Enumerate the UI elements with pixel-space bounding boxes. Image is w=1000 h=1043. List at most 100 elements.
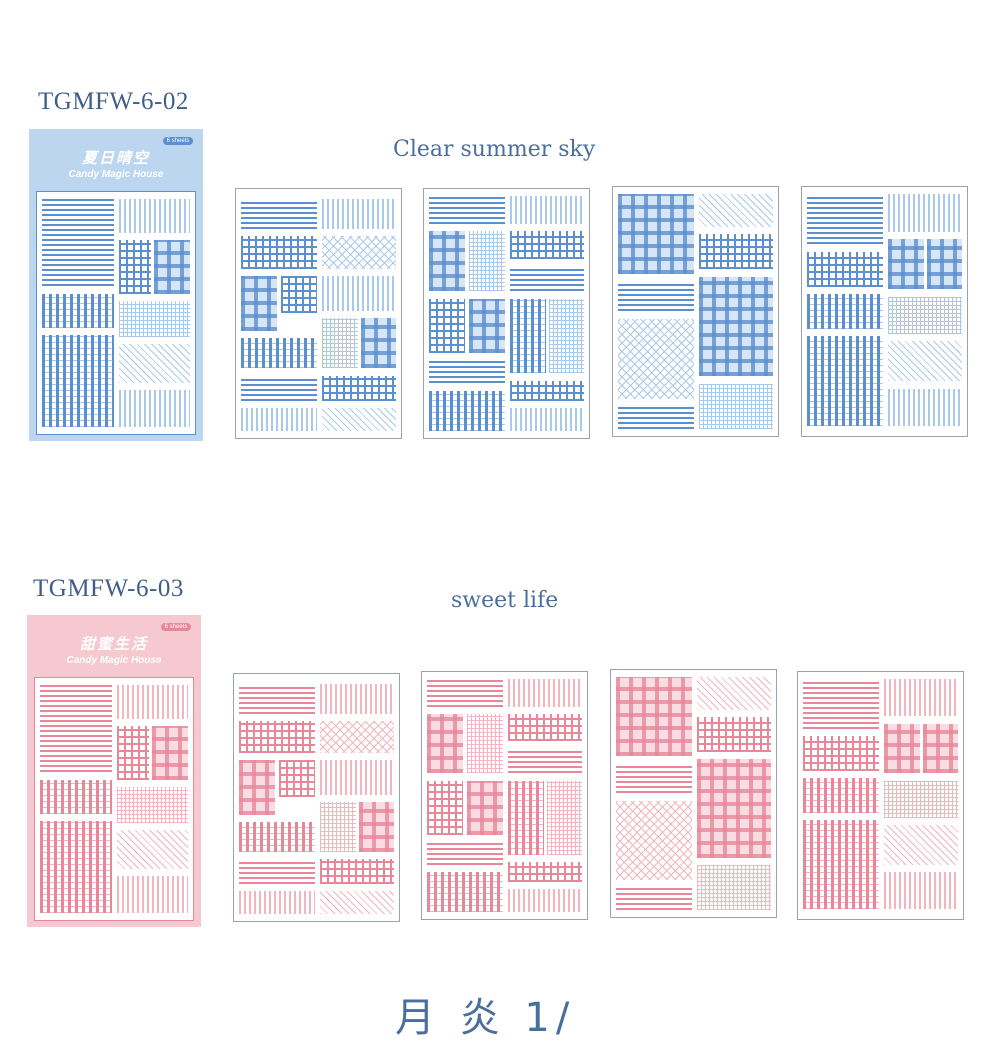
washi-pattern-swatch — [238, 859, 315, 884]
washi-pattern-swatch — [151, 726, 189, 780]
washi-pattern-swatch — [426, 713, 464, 774]
washi-pattern-swatch — [617, 318, 694, 399]
cropped-bottom-heading: 月 炎 1/ — [395, 995, 576, 1041]
washi-pattern-swatch — [119, 199, 191, 234]
washi-pattern-swatch — [238, 822, 315, 852]
sticker-sheet — [612, 186, 779, 437]
washi-pattern-swatch — [428, 360, 505, 384]
washi-pattern-swatch — [883, 679, 959, 717]
washi-pattern-swatch — [927, 239, 963, 290]
washi-pattern-swatch — [802, 736, 879, 771]
washi-pattern-swatch — [507, 713, 583, 742]
sticker-sheet — [797, 671, 964, 920]
washi-pattern-swatch — [806, 336, 883, 427]
sticker-sheet — [421, 671, 588, 920]
sticker-sheet — [801, 186, 968, 437]
washi-pattern-swatch — [117, 685, 189, 720]
washi-pattern-swatch — [507, 780, 545, 855]
washi-pattern-swatch — [319, 683, 395, 714]
washi-pattern-swatch — [806, 251, 883, 287]
washi-pattern-swatch — [887, 296, 963, 334]
package-chinese-title: 甜蜜生活 — [79, 635, 148, 653]
washi-pattern-swatch — [509, 408, 585, 431]
washi-pattern-swatch — [238, 760, 276, 815]
package-sheet-preview — [36, 191, 196, 435]
washi-pattern-swatch — [119, 390, 191, 427]
package-header: 6 sheets 甜蜜生活 Candy Magic House — [27, 615, 201, 677]
washi-pattern-swatch — [321, 198, 397, 229]
washi-pattern-swatch — [321, 236, 397, 269]
washi-pattern-swatch — [509, 380, 585, 401]
washi-pattern-swatch — [39, 779, 113, 814]
washi-pattern-swatch — [547, 780, 583, 855]
washi-pattern-swatch — [887, 341, 963, 382]
washi-pattern-swatch — [509, 298, 547, 374]
washi-pattern-swatch — [240, 276, 278, 331]
washi-pattern-swatch — [240, 375, 317, 401]
washi-pattern-swatch — [238, 891, 315, 914]
washi-pattern-swatch — [117, 830, 189, 870]
washi-pattern-swatch — [617, 194, 694, 275]
washi-pattern-swatch — [466, 713, 503, 774]
washi-pattern-swatch — [509, 231, 585, 259]
washi-pattern-swatch — [39, 685, 113, 773]
washi-pattern-swatch — [117, 726, 149, 780]
washi-pattern-swatch — [923, 723, 959, 774]
washi-pattern-swatch — [509, 196, 585, 224]
sticker-package: 6 sheets 甜蜜生活 Candy Magic House — [27, 615, 201, 927]
washi-pattern-swatch — [698, 276, 774, 377]
washi-pattern-swatch — [240, 236, 317, 269]
washi-pattern-swatch — [359, 802, 395, 852]
washi-pattern-swatch — [615, 677, 692, 757]
washi-pattern-swatch — [238, 683, 315, 714]
sticker-sheet — [610, 669, 777, 918]
washi-pattern-swatch — [887, 388, 963, 427]
washi-pattern-swatch — [617, 406, 694, 429]
washi-pattern-swatch — [361, 318, 397, 369]
washi-pattern-swatch — [549, 298, 585, 374]
washi-pattern-swatch — [319, 891, 395, 914]
washi-pattern-swatch — [278, 760, 315, 798]
washi-pattern-swatch — [321, 375, 397, 401]
washi-pattern-swatch — [507, 748, 583, 774]
washi-pattern-swatch — [280, 276, 317, 314]
washi-pattern-swatch — [321, 276, 397, 311]
washi-pattern-swatch — [426, 842, 503, 865]
washi-pattern-swatch — [509, 266, 585, 292]
package-chinese-title: 夏日晴空 — [81, 149, 150, 167]
washi-pattern-swatch — [468, 231, 505, 292]
washi-pattern-swatch — [426, 872, 503, 912]
package-header: 6 sheets 夏日晴空 Candy Magic House — [29, 129, 203, 191]
washi-pattern-swatch — [806, 294, 883, 329]
washi-pattern-swatch — [806, 194, 883, 245]
sticker-package: 6 sheets 夏日晴空 Candy Magic House — [29, 129, 203, 441]
washi-pattern-swatch — [240, 338, 317, 369]
washi-pattern-swatch — [238, 720, 315, 754]
washi-pattern-swatch — [698, 194, 774, 227]
washi-pattern-swatch — [240, 408, 317, 431]
package-brand: Candy Magic House — [66, 655, 162, 666]
washi-pattern-swatch — [883, 825, 959, 865]
washi-pattern-swatch — [615, 800, 692, 880]
washi-pattern-swatch — [883, 872, 959, 910]
washi-pattern-swatch — [426, 780, 464, 835]
washi-pattern-swatch — [153, 240, 191, 294]
washi-pattern-swatch — [119, 344, 191, 384]
washi-pattern-swatch — [240, 198, 317, 229]
product-code: TGMFW-6-03 — [33, 575, 184, 602]
washi-pattern-swatch — [39, 820, 113, 913]
product-code: TGMFW-6-02 — [38, 88, 189, 115]
washi-pattern-swatch — [696, 677, 772, 710]
washi-pattern-swatch — [883, 780, 959, 818]
package-badge: 6 sheets — [163, 137, 193, 145]
washi-pattern-swatch — [468, 298, 505, 354]
sticker-sheet — [235, 188, 402, 439]
washi-pattern-swatch — [41, 293, 115, 328]
product-title: Clear summer sky — [393, 137, 596, 162]
washi-pattern-swatch — [428, 390, 505, 431]
washi-pattern-swatch — [319, 859, 395, 884]
washi-pattern-swatch — [887, 194, 963, 232]
sticker-sheet — [233, 673, 400, 922]
washi-pattern-swatch — [428, 196, 505, 224]
washi-pattern-swatch — [117, 876, 189, 913]
